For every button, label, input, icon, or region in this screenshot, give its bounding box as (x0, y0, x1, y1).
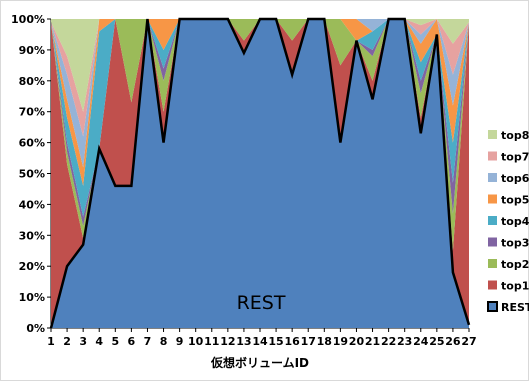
legend-swatch-top5 (488, 194, 497, 204)
x-tick-label: 13 (236, 335, 251, 348)
x-tick-label: 27 (461, 335, 476, 348)
legend-swatch-top7 (488, 151, 497, 161)
legend-label-top2: top2 (501, 258, 529, 271)
legend-swatch-top4 (488, 216, 497, 225)
y-tick-label: 50% (19, 168, 45, 181)
x-tick-label: 19 (333, 335, 348, 348)
x-tick-label: 16 (284, 335, 300, 348)
area-rest (51, 19, 469, 328)
legend-swatch-rest (487, 301, 498, 312)
area-top5 (51, 19, 469, 186)
legend-label-top3: top3 (501, 237, 529, 250)
legend-swatch-top2 (488, 259, 497, 268)
x-tick-label: 24 (413, 335, 429, 348)
x-tick-label: 5 (111, 335, 119, 348)
x-tick-label: 12 (220, 335, 235, 348)
x-tick-label: 20 (349, 335, 365, 348)
rest-annotation: REST (237, 292, 286, 314)
y-tick-label: 30% (19, 229, 45, 242)
x-tick-label: 14 (252, 335, 268, 348)
y-tick-label: 60% (19, 137, 45, 150)
x-tick-label: 3 (79, 335, 87, 348)
legend-swatch-top1 (488, 280, 497, 290)
x-tick-label: 15 (268, 335, 283, 348)
x-tick-label: 25 (429, 335, 444, 348)
x-tick-label: 4 (95, 335, 103, 348)
x-tick-label: 8 (160, 335, 168, 348)
legend: top8 top7 top6 top5 top4 top3 top2 top1 REST (487, 129, 529, 314)
x-tick-label: 9 (176, 335, 184, 348)
y-tick-label: 70% (19, 106, 45, 119)
legend-label-rest: REST (501, 301, 529, 314)
x-tick-label: 7 (144, 335, 152, 348)
x-tick-label: 1 (47, 335, 55, 348)
legend-label-top8: top8 (501, 129, 529, 142)
x-tick-label: 26 (445, 335, 461, 348)
x-tick-label: 6 (128, 335, 136, 348)
legend-label-top1: top1 (501, 280, 529, 293)
y-tick-label: 80% (19, 75, 45, 88)
legend-label-top4: top4 (501, 215, 529, 228)
legend-label-top7: top7 (501, 151, 529, 164)
rest-outline (49, 17, 471, 329)
y-axis-ticks: 0% 10% 20% 30% 40% 50% 60% 70% 80% 90% 100% (11, 13, 51, 335)
legend-swatch-top3 (488, 237, 497, 247)
area-layers (51, 19, 469, 328)
x-tick-label: 21 (365, 335, 380, 348)
x-tick-label: 10 (188, 335, 204, 348)
area-top6 (51, 19, 469, 168)
x-tick-label: 2 (63, 335, 71, 348)
x-tick-label: 17 (301, 335, 316, 348)
area-top8 (51, 19, 469, 112)
y-tick-label: 10% (19, 291, 45, 304)
x-axis-label: 仮想ボリュームID (210, 355, 309, 370)
legend-label-top5: top5 (501, 194, 529, 207)
y-tick-label: 100% (11, 13, 45, 26)
y-tick-label: 0% (26, 322, 45, 335)
x-tick-label: 23 (397, 335, 412, 348)
y-tick-label: 40% (19, 198, 45, 211)
y-tick-label: 20% (19, 260, 45, 273)
y-tick-label: 90% (19, 44, 45, 57)
x-tick-label: 11 (204, 335, 219, 348)
x-axis-ticks: 1 2 3 4 5 6 7 8 9 10 11 12 13 14 15 16 17 18 19 20 21 22 23 24 2… (47, 328, 477, 348)
x-tick-label: 18 (317, 335, 332, 348)
legend-swatch-top8 (488, 130, 497, 139)
x-tick-label: 22 (381, 335, 396, 348)
legend-swatch-top6 (488, 173, 497, 182)
rest-series-line (49, 17, 471, 329)
legend-label-top6: top6 (501, 172, 529, 185)
